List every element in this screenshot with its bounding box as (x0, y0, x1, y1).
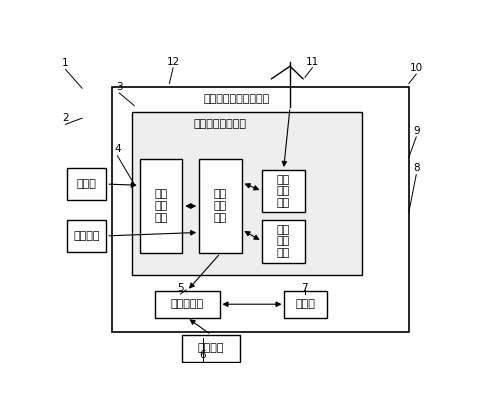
Text: 5: 5 (177, 283, 184, 293)
Text: 10: 10 (410, 63, 423, 73)
Text: 4: 4 (114, 144, 121, 155)
Bar (182, 335, 240, 361)
Text: 雷击通信记录单元: 雷击通信记录单元 (193, 120, 246, 129)
Text: 硬盘
存储
模块: 硬盘 存储 模块 (277, 225, 290, 258)
Text: 光触发器: 光触发器 (74, 231, 100, 241)
Text: 蓄电池: 蓄电池 (296, 299, 316, 309)
Text: 11: 11 (306, 57, 319, 67)
Text: 7: 7 (302, 283, 308, 293)
Text: 12: 12 (167, 57, 180, 67)
Text: 电源控制器: 电源控制器 (171, 299, 204, 309)
Text: 3: 3 (116, 82, 123, 92)
Text: 太阳能板: 太阳能板 (198, 343, 224, 353)
Bar (132, 112, 363, 275)
Bar (67, 220, 106, 252)
Text: 9: 9 (413, 126, 420, 135)
Text: 1: 1 (62, 58, 69, 68)
Text: 8: 8 (413, 163, 420, 173)
Text: 2: 2 (62, 113, 69, 123)
Bar (155, 291, 219, 317)
Bar (112, 86, 409, 332)
Text: 6: 6 (199, 350, 206, 360)
Text: 中央
处理
模块: 中央 处理 模块 (214, 189, 227, 223)
Text: 雷击在线拍摄装置终端: 雷击在线拍摄装置终端 (204, 94, 270, 104)
Text: 摄像机: 摄像机 (77, 179, 97, 189)
Bar (140, 159, 182, 253)
Text: 视频
采集
模块: 视频 采集 模块 (154, 189, 168, 223)
Bar (285, 291, 327, 317)
Text: 无线
通讯
模块: 无线 通讯 模块 (277, 175, 290, 208)
Bar (262, 220, 305, 263)
Bar (199, 159, 242, 253)
Bar (67, 169, 106, 200)
Bar (262, 170, 305, 212)
